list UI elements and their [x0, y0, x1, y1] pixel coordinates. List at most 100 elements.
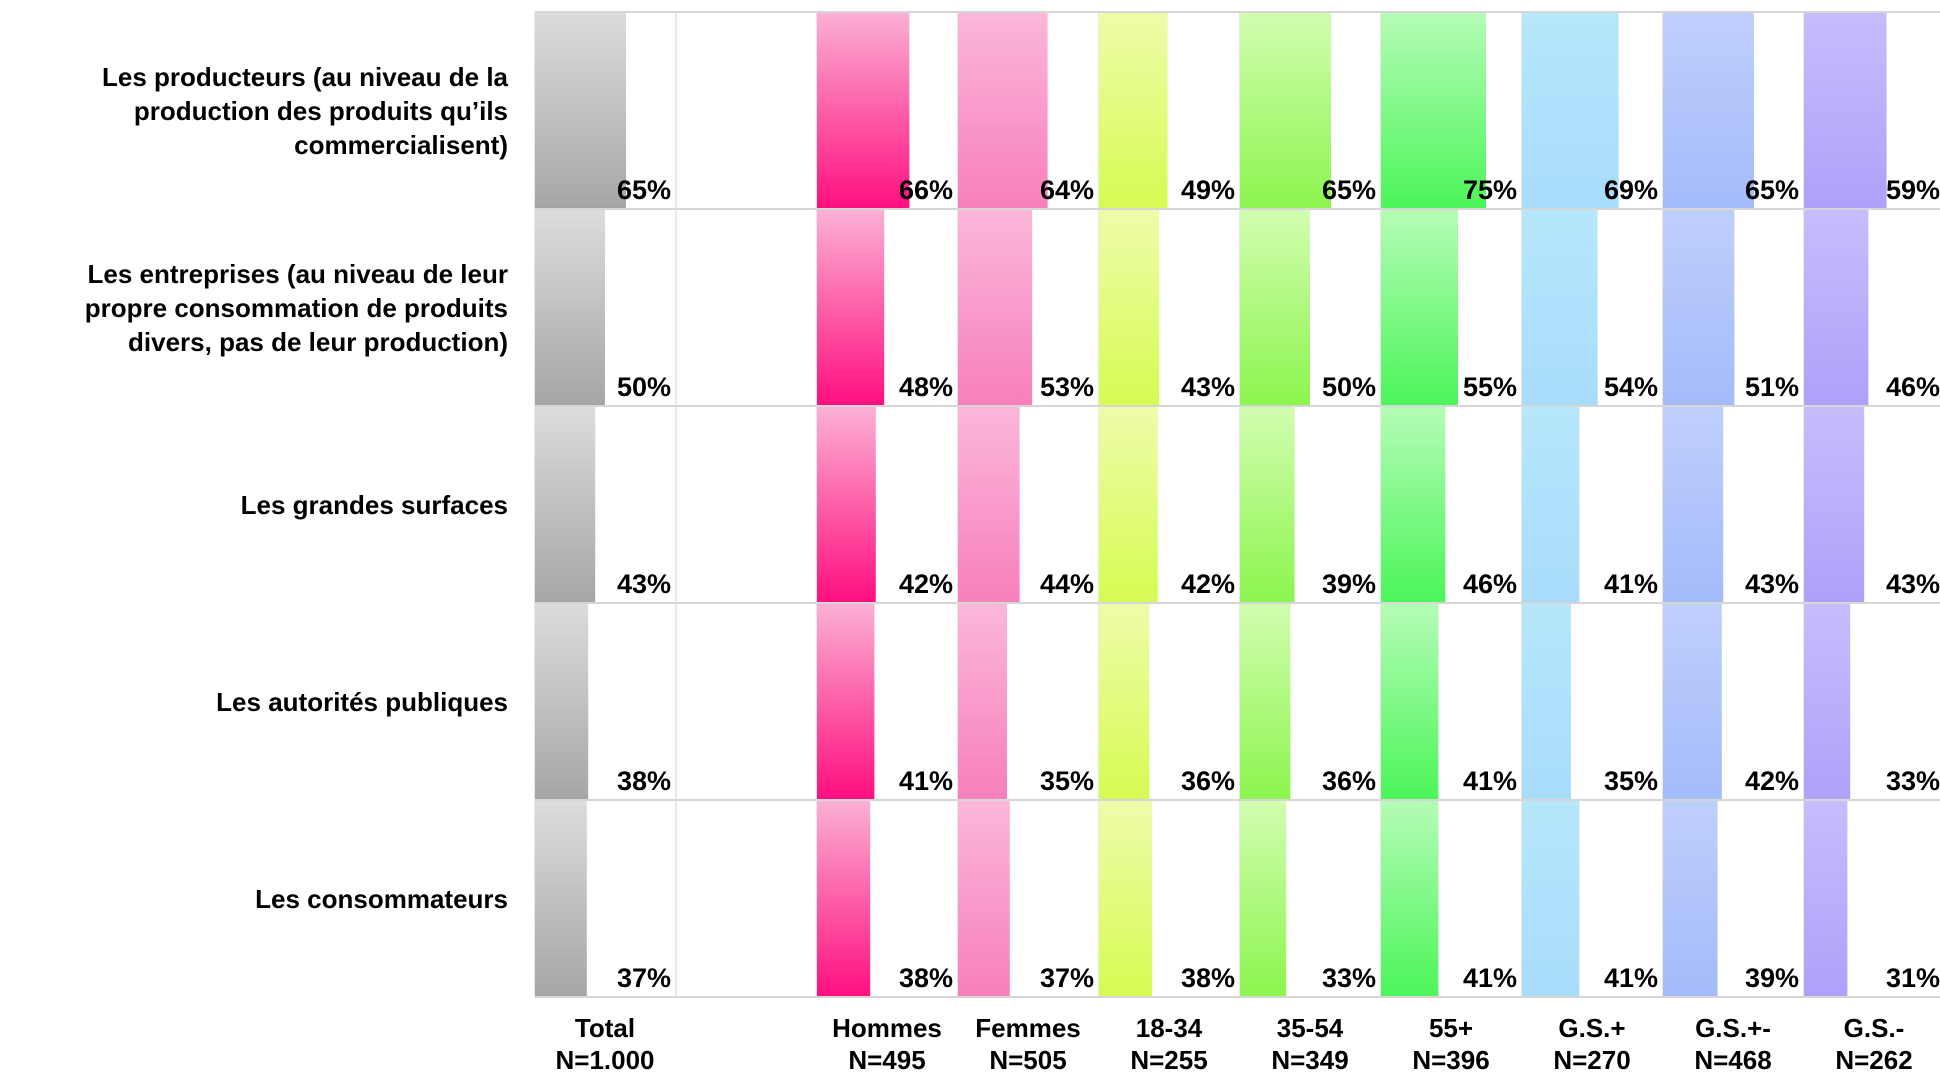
bar	[1522, 210, 1598, 405]
value-label: 43%	[1745, 569, 1799, 599]
column-label: Hommes N=495	[812, 1012, 962, 1076]
value-label: 46%	[1886, 372, 1940, 402]
value-label: 65%	[617, 175, 671, 205]
value-label: 55%	[1463, 372, 1517, 402]
column-sample-size: N=495	[848, 1045, 926, 1075]
value-label: 53%	[1040, 372, 1094, 402]
value-label: 66%	[899, 175, 953, 205]
bar	[1804, 407, 1865, 602]
bar	[1804, 13, 1887, 208]
column-label: 18-34 N=255	[1094, 1012, 1244, 1076]
bar	[1804, 210, 1869, 405]
bar	[535, 604, 589, 799]
column-sample-size: N=396	[1412, 1045, 1490, 1075]
value-label: 49%	[1181, 175, 1235, 205]
row-label: Les autorités publiques	[216, 686, 508, 717]
value-label: 36%	[1322, 766, 1376, 796]
value-label: 54%	[1604, 372, 1658, 402]
column-sample-size: N=255	[1130, 1045, 1208, 1075]
value-label: 35%	[1040, 766, 1094, 796]
column-name: G.S.+	[1558, 1013, 1626, 1043]
column-label: G.S.+- N=468	[1658, 1012, 1808, 1076]
bar-row: 38% 41% 35% 36% 36% 41% 35% 42% 33%	[535, 604, 1940, 799]
bar	[817, 604, 875, 799]
column-label: Total N=1.000	[530, 1012, 680, 1076]
value-label: 38%	[617, 766, 671, 796]
value-label: 42%	[899, 569, 953, 599]
bar	[1099, 210, 1160, 405]
value-label: 39%	[1745, 963, 1799, 993]
value-label: 39%	[1322, 569, 1376, 599]
bar	[1381, 801, 1439, 996]
bar	[1522, 407, 1580, 602]
value-label: 37%	[1040, 963, 1094, 993]
bar	[1240, 13, 1331, 208]
column-sample-size: N=505	[989, 1045, 1067, 1075]
value-label: 37%	[617, 963, 671, 993]
bar-row: 50% 48% 53% 43% 50% 55% 54% 51% 46%	[535, 210, 1940, 405]
column-sample-size: N=468	[1694, 1045, 1772, 1075]
value-label: 50%	[617, 372, 671, 402]
bar	[958, 604, 1007, 799]
bar	[1240, 407, 1295, 602]
bar	[1663, 407, 1724, 602]
column-sample-size: N=262	[1835, 1045, 1913, 1075]
column-sample-size: N=1.000	[555, 1045, 655, 1075]
bar	[535, 801, 587, 996]
bar	[958, 210, 1033, 405]
value-label: 65%	[1322, 175, 1376, 205]
value-label: 50%	[1322, 372, 1376, 402]
bar	[958, 801, 1010, 996]
value-label: 33%	[1886, 766, 1940, 796]
value-label: 31%	[1886, 963, 1940, 993]
value-label: 75%	[1463, 175, 1517, 205]
bar	[817, 210, 885, 405]
bar	[1804, 604, 1851, 799]
value-label: 64%	[1040, 175, 1094, 205]
row-label: Les entreprises (au niveau de leur propr…	[84, 258, 508, 357]
value-label: 69%	[1604, 175, 1658, 205]
bar	[1099, 604, 1150, 799]
bar-row: 37% 38% 37% 38% 33% 41% 41% 39% 31%	[535, 801, 1940, 996]
column-label: 55+ N=396	[1376, 1012, 1526, 1076]
value-label: 35%	[1604, 766, 1658, 796]
column-label: G.S.- N=262	[1799, 1012, 1940, 1076]
bar	[1381, 407, 1446, 602]
value-label: 41%	[1604, 963, 1658, 993]
bar	[535, 407, 596, 602]
row-label: Les consommateurs	[255, 883, 508, 914]
bar	[1099, 407, 1158, 602]
bar	[958, 407, 1020, 602]
bar	[1240, 604, 1291, 799]
value-label: 42%	[1745, 766, 1799, 796]
bar	[1522, 801, 1580, 996]
bar	[817, 407, 876, 602]
column-sample-size: N=349	[1271, 1045, 1349, 1075]
bar	[1663, 604, 1722, 799]
bar	[1663, 210, 1735, 405]
value-label: 42%	[1181, 569, 1235, 599]
column-name: Total	[574, 1013, 636, 1043]
column-name: 55+	[1428, 1013, 1474, 1043]
bar	[1522, 13, 1619, 208]
column-label: G.S.+ N=270	[1517, 1012, 1667, 1076]
value-label: 36%	[1181, 766, 1235, 796]
column-sample-size: N=270	[1553, 1045, 1631, 1075]
bar	[817, 13, 910, 208]
column-label: 35-54 N=349	[1235, 1012, 1385, 1076]
bar	[1663, 13, 1754, 208]
bar	[1099, 801, 1153, 996]
column-name: Femmes	[975, 1013, 1081, 1043]
bar	[535, 210, 605, 405]
row-label: Les grandes surfaces	[240, 489, 508, 520]
column-label: Femmes N=505	[953, 1012, 1103, 1076]
value-label: 43%	[1181, 372, 1235, 402]
bar	[1099, 13, 1168, 208]
column-name: Hommes	[832, 1013, 942, 1043]
bar-row: 65% 66% 64% 49% 65% 75% 69% 65% 59%	[535, 13, 1940, 208]
bar	[1381, 210, 1458, 405]
value-label: 41%	[1463, 766, 1517, 796]
bar	[958, 13, 1048, 208]
column-name: G.S.-	[1843, 1013, 1905, 1043]
